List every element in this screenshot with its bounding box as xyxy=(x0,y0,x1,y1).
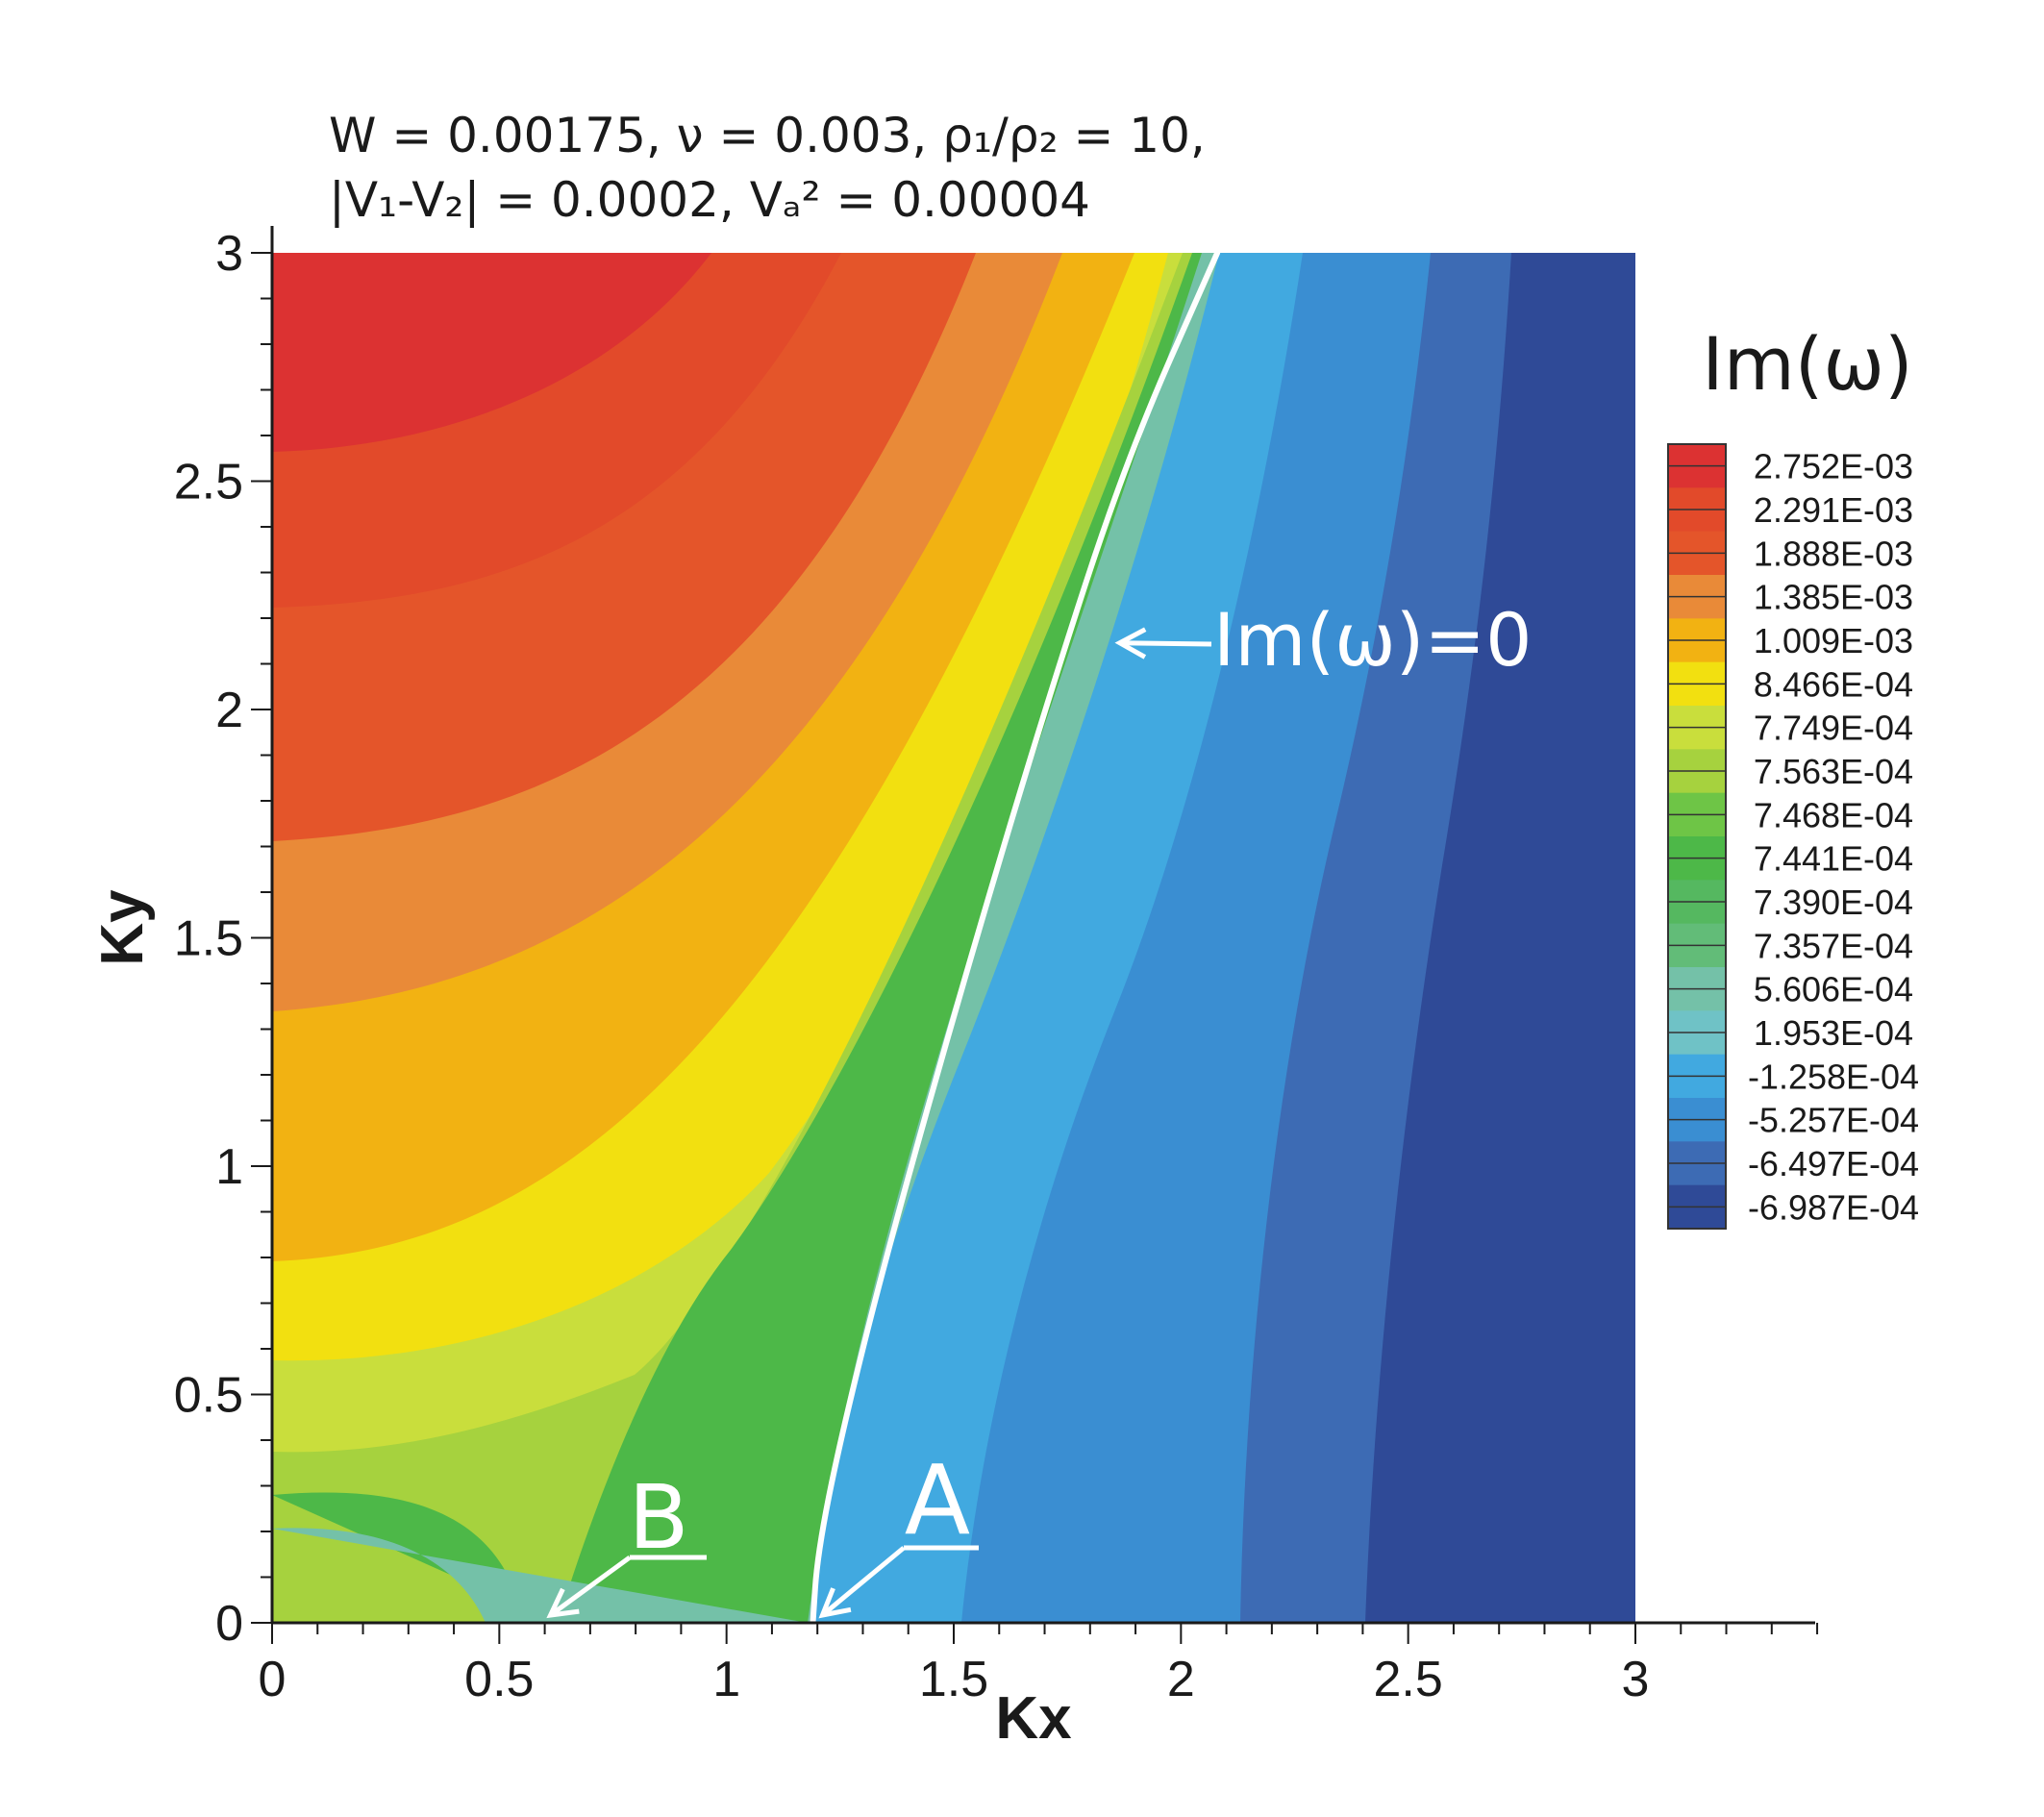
axes: 0 0.5 1 1.5 2 2.5 3 0 0.5 1 1.5 2 2.5 3 xyxy=(174,226,1819,1707)
x-axis-label: Kx xyxy=(995,1685,1072,1752)
y-tick-label: 0.5 xyxy=(174,1368,243,1424)
y-tick-label: 3 xyxy=(215,226,243,282)
x-tick-label: 3 xyxy=(1622,1652,1650,1707)
legend-title: Im(ω) xyxy=(1702,321,1912,407)
legend-label: 7.749E-04 xyxy=(1754,709,1913,748)
legend-label: 7.563E-04 xyxy=(1754,752,1913,791)
contour-fill xyxy=(272,253,1635,1623)
x-tick-label: 2 xyxy=(1167,1652,1195,1707)
y-tick-label: 0 xyxy=(215,1596,243,1652)
x-tick-label: 0 xyxy=(259,1652,287,1707)
y-tick-label: 2 xyxy=(215,683,243,738)
legend-label: 2.752E-03 xyxy=(1754,447,1913,486)
legend-label: 1.953E-04 xyxy=(1754,1013,1913,1053)
annotation-b-label: B xyxy=(628,1466,688,1569)
legend-label: 1.009E-03 xyxy=(1754,621,1913,660)
legend-label: 2.291E-03 xyxy=(1754,490,1913,530)
legend: 2.752E-03 2.291E-03 1.888E-03 1.385E-03 1.00… xyxy=(1667,443,1919,1230)
legend-label: 7.390E-04 xyxy=(1754,883,1913,922)
chart-title-line-2: |V₁-V₂| = 0.0002, Vₐ² = 0.00004 xyxy=(329,172,1090,228)
y-axis-label: Ky xyxy=(89,889,156,966)
legend-label: -5.257E-04 xyxy=(1748,1101,1919,1140)
annotations: A B Im(ω)=0 xyxy=(546,597,1532,1619)
legend-frame xyxy=(1667,443,1727,1230)
zero-contour-label: Im(ω)=0 xyxy=(1213,597,1532,683)
legend-label: 8.466E-04 xyxy=(1754,664,1913,704)
legend-label: 1.385E-03 xyxy=(1754,578,1913,617)
annotation-a-label: A xyxy=(905,1444,970,1556)
annotation-b-arrow-shaft xyxy=(549,1555,632,1618)
legend-label: -6.987E-04 xyxy=(1748,1187,1919,1227)
legend-label: -1.258E-04 xyxy=(1748,1057,1919,1096)
zero-contour-line xyxy=(810,250,1221,1626)
x-tick-label: 0.5 xyxy=(464,1652,534,1707)
legend-label: 7.357E-04 xyxy=(1754,926,1913,965)
y-tick-label: 1 xyxy=(215,1139,243,1195)
legend-label: 5.606E-04 xyxy=(1754,970,1913,1009)
annotation-a-arrow-shaft xyxy=(820,1546,906,1617)
legend-label: -6.497E-04 xyxy=(1748,1144,1919,1183)
x-tick-label: 1 xyxy=(712,1652,740,1707)
contour-band xyxy=(1365,253,1635,1623)
zero-contour-arrow-shaft xyxy=(1119,640,1212,647)
legend-label: 7.468E-04 xyxy=(1754,795,1913,834)
legend-label: 1.888E-03 xyxy=(1754,534,1913,573)
x-tick-label: 1.5 xyxy=(919,1652,988,1707)
x-tick-label: 2.5 xyxy=(1374,1652,1443,1707)
y-tick-label: 1.5 xyxy=(174,911,243,967)
chart-title-line-1: W = 0.00175, ν = 0.003, ρ₁/ρ₂ = 10, xyxy=(329,108,1206,163)
y-tick-label: 2.5 xyxy=(174,455,243,510)
legend-label: 7.441E-04 xyxy=(1754,839,1913,879)
